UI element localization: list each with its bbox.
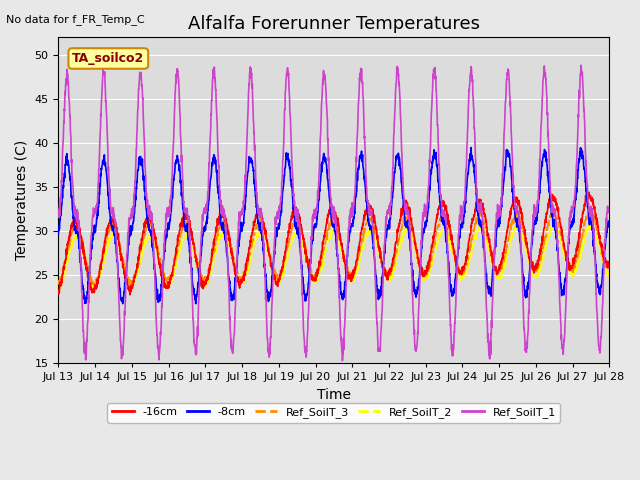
-8cm xyxy=(192,301,200,307)
-8cm xyxy=(557,281,565,287)
-16cm xyxy=(54,291,62,297)
-8cm xyxy=(362,192,370,197)
Ref_SoilT_2 xyxy=(209,263,216,269)
-8cm xyxy=(605,219,613,225)
-16cm xyxy=(572,248,580,253)
Ref_SoilT_1 xyxy=(350,202,358,208)
-16cm xyxy=(557,224,564,230)
Ref_SoilT_2 xyxy=(54,283,62,289)
Ref_SoilT_2 xyxy=(90,287,98,292)
Line: Ref_SoilT_2: Ref_SoilT_2 xyxy=(58,222,609,289)
Ref_SoilT_2 xyxy=(557,238,564,244)
Ref_SoilT_2 xyxy=(605,271,613,276)
Line: Ref_SoilT_3: Ref_SoilT_3 xyxy=(58,209,609,287)
Ref_SoilT_3 xyxy=(605,264,613,269)
-16cm xyxy=(585,190,593,195)
Ref_SoilT_3 xyxy=(572,258,580,264)
Ref_SoilT_3 xyxy=(209,254,216,260)
Ref_SoilT_3 xyxy=(54,280,62,286)
Ref_SoilT_2 xyxy=(572,268,580,274)
Ref_SoilT_1 xyxy=(557,320,564,326)
Legend: -16cm, -8cm, Ref_SoilT_3, Ref_SoilT_2, Ref_SoilT_1: -16cm, -8cm, Ref_SoilT_3, Ref_SoilT_2, R… xyxy=(108,403,561,422)
Text: No data for f_FR_Temp_C: No data for f_FR_Temp_C xyxy=(6,14,145,25)
-8cm xyxy=(573,186,580,192)
Ref_SoilT_1 xyxy=(605,205,613,211)
Ref_SoilT_1 xyxy=(54,214,62,220)
-16cm xyxy=(350,270,358,276)
Ref_SoilT_3 xyxy=(587,206,595,212)
X-axis label: Time: Time xyxy=(317,388,351,402)
Ref_SoilT_1 xyxy=(339,358,346,363)
-16cm xyxy=(209,246,216,252)
-16cm xyxy=(494,270,502,276)
Ref_SoilT_1 xyxy=(572,166,580,172)
Ref_SoilT_1 xyxy=(494,215,502,220)
-16cm xyxy=(605,265,613,271)
-8cm xyxy=(495,222,502,228)
Ref_SoilT_1 xyxy=(577,62,585,68)
Ref_SoilT_1 xyxy=(362,175,370,180)
Ref_SoilT_3 xyxy=(350,272,358,278)
Line: Ref_SoilT_1: Ref_SoilT_1 xyxy=(58,65,609,360)
-16cm xyxy=(126,292,134,298)
-8cm xyxy=(54,231,62,237)
Line: -16cm: -16cm xyxy=(58,192,609,295)
Title: Alfalfa Forerunner Temperatures: Alfalfa Forerunner Temperatures xyxy=(188,15,480,33)
Ref_SoilT_2 xyxy=(350,276,358,282)
Ref_SoilT_1 xyxy=(208,89,216,95)
Ref_SoilT_2 xyxy=(494,273,502,279)
Ref_SoilT_3 xyxy=(127,284,134,289)
-8cm xyxy=(209,163,216,168)
-8cm xyxy=(350,216,358,221)
Ref_SoilT_3 xyxy=(557,232,564,238)
Line: -8cm: -8cm xyxy=(58,148,609,304)
Ref_SoilT_3 xyxy=(494,269,502,275)
Y-axis label: Temperatures (C): Temperatures (C) xyxy=(15,140,29,260)
-16cm xyxy=(362,209,370,215)
Ref_SoilT_2 xyxy=(588,219,596,225)
Text: TA_soilco2: TA_soilco2 xyxy=(72,52,145,65)
-8cm xyxy=(467,145,475,151)
Ref_SoilT_2 xyxy=(362,234,370,240)
Ref_SoilT_3 xyxy=(362,222,370,228)
